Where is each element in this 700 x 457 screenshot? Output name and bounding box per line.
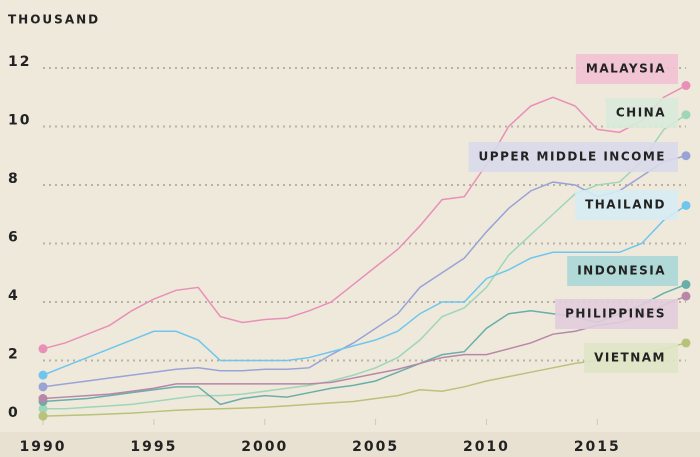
series-label-text: UPPER MIDDLE INCOME — [479, 150, 666, 164]
series-line — [42, 295, 687, 400]
series-label: VIETNAM — [584, 343, 678, 373]
y-tick-label: 8 — [8, 171, 20, 187]
series-line — [42, 155, 687, 388]
x-tick-label: 2015 — [574, 439, 621, 455]
series-line — [42, 84, 687, 350]
end-dot — [681, 338, 691, 348]
y-tick-label: 12 — [8, 54, 31, 70]
end-dot — [681, 200, 691, 210]
end-dot — [38, 370, 48, 380]
y-tick-label: 2 — [8, 347, 20, 363]
end-dot — [38, 394, 48, 404]
series-label-text: VIETNAM — [594, 351, 666, 365]
end-dot — [681, 151, 691, 161]
y-tick-label: 4 — [8, 288, 20, 304]
end-dot — [681, 291, 691, 301]
series-label-text: MALAYSIA — [586, 62, 666, 76]
x-tick-label: 1995 — [130, 439, 177, 455]
end-dot — [38, 404, 48, 414]
series-label: MALAYSIA — [575, 54, 678, 84]
x-tick-label: 2000 — [241, 439, 288, 455]
series-line — [42, 204, 687, 376]
series-label-text: PHILIPPINES — [565, 307, 666, 321]
end-dot — [681, 110, 691, 120]
series-label-text: CHINA — [616, 106, 666, 120]
series-label-text: INDONESIA — [577, 264, 666, 278]
end-dot — [681, 279, 691, 289]
series-label-text: THAILAND — [585, 198, 666, 212]
end-dot — [38, 382, 48, 392]
series-label-box — [555, 299, 678, 329]
series-label: CHINA — [605, 98, 678, 128]
series-label-box — [468, 142, 678, 172]
end-dot — [681, 81, 691, 91]
series-label: INDONESIA — [567, 256, 678, 286]
x-tick-label: 2005 — [352, 439, 399, 455]
y-axis-label: THOUSAND — [8, 13, 100, 27]
end-dot — [38, 344, 48, 354]
series-label-box — [584, 343, 678, 373]
series-label-box — [605, 98, 678, 128]
end-dot — [38, 411, 48, 421]
series-label-box — [575, 190, 678, 220]
x-tick-label: 2010 — [463, 439, 510, 455]
series-label-box — [575, 54, 678, 84]
series-label: UPPER MIDDLE INCOME — [468, 142, 678, 172]
y-tick-label: 6 — [8, 230, 20, 246]
y-tick-label: 0 — [8, 405, 20, 421]
series-label-box — [567, 256, 678, 286]
series-label: THAILAND — [575, 190, 678, 220]
x-axis-band — [0, 432, 700, 457]
x-tick-label: 1990 — [20, 439, 67, 455]
series-label: PHILIPPINES — [555, 299, 678, 329]
y-tick-label: 10 — [8, 113, 31, 129]
series-line — [42, 342, 687, 417]
